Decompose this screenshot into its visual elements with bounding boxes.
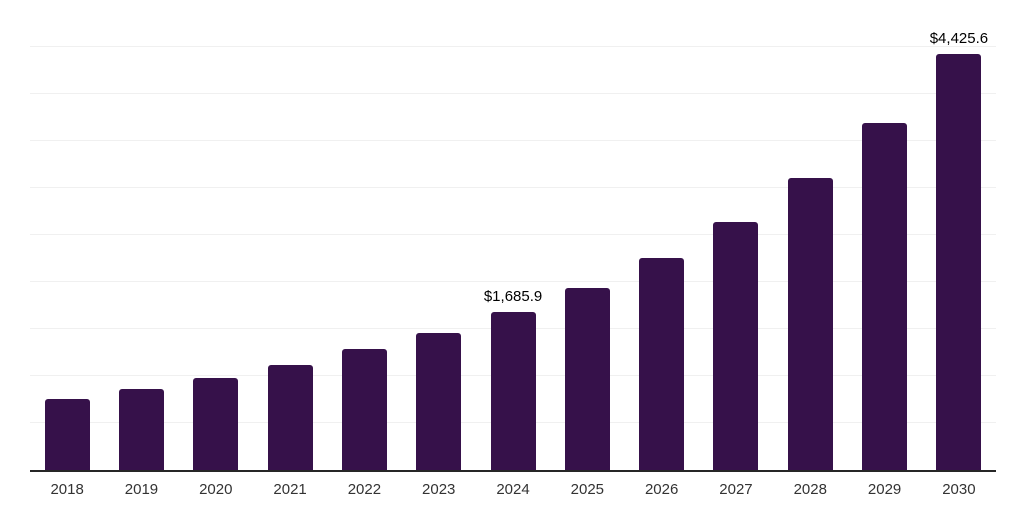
bar-cell-2018 bbox=[30, 0, 104, 470]
bar-cell-2028 bbox=[773, 0, 847, 470]
gridline-4500 bbox=[30, 46, 996, 47]
x-axis-labels: 2018 2019 2020 2021 2022 2023 2024 2025 2026 2027… bbox=[30, 481, 996, 498]
x-tick-2026: 2026 bbox=[644, 481, 679, 498]
bar-cell-2024: $1,685.9 bbox=[476, 0, 550, 470]
bars-container: $1,685.9 $4,425.6 bbox=[30, 0, 996, 470]
gridline-3500 bbox=[30, 140, 996, 141]
bar-2021 bbox=[267, 364, 313, 470]
bar-2020 bbox=[193, 377, 239, 470]
x-tick-2030: 2030 bbox=[942, 481, 976, 498]
x-tick-2020: 2020 bbox=[199, 481, 233, 498]
bar-cell-2027 bbox=[699, 0, 773, 470]
data-label-2024: $1,685.9 bbox=[483, 287, 543, 305]
bar-cell-2020 bbox=[179, 0, 253, 470]
bar-2024 bbox=[490, 311, 536, 470]
bar-cell-2029 bbox=[847, 0, 921, 470]
bar-cell-2022 bbox=[327, 0, 401, 470]
bar-2027 bbox=[713, 221, 759, 470]
x-tick-2024: 2024 bbox=[496, 481, 530, 498]
bar-2025 bbox=[564, 288, 610, 470]
gridline-3000 bbox=[30, 187, 996, 188]
x-tick-2023: 2023 bbox=[422, 481, 456, 498]
plot-area: $1,685.9 $4,425.6 bbox=[30, 0, 996, 472]
bar-2028 bbox=[787, 178, 833, 470]
bar-2019 bbox=[118, 388, 164, 470]
bar-cell-2026 bbox=[625, 0, 699, 470]
bar-cell-2025 bbox=[550, 0, 624, 470]
bar-cell-2019 bbox=[104, 0, 178, 470]
bar-2029 bbox=[862, 123, 908, 470]
gridline-2000 bbox=[30, 281, 996, 282]
bar-2023 bbox=[416, 333, 462, 470]
bar-cell-2030: $4,425.6 bbox=[922, 0, 996, 470]
bar-2018 bbox=[44, 398, 90, 470]
gridline-4000 bbox=[30, 93, 996, 94]
x-tick-2029: 2029 bbox=[867, 481, 902, 498]
bar-cell-2023 bbox=[402, 0, 476, 470]
bar-2022 bbox=[341, 349, 387, 470]
x-tick-2027: 2027 bbox=[719, 481, 753, 498]
data-label-2030: $4,425.6 bbox=[929, 30, 989, 47]
bar-2030 bbox=[936, 54, 982, 470]
x-tick-2028: 2028 bbox=[793, 481, 827, 498]
gridline-2500 bbox=[30, 234, 996, 235]
x-tick-2019: 2019 bbox=[124, 481, 159, 498]
x-tick-2025: 2025 bbox=[570, 481, 605, 498]
x-tick-2021: 2021 bbox=[273, 481, 307, 498]
bar-2026 bbox=[639, 258, 685, 470]
x-tick-2022: 2022 bbox=[347, 481, 382, 498]
x-tick-2018: 2018 bbox=[50, 481, 84, 498]
bar-cell-2021 bbox=[253, 0, 327, 470]
